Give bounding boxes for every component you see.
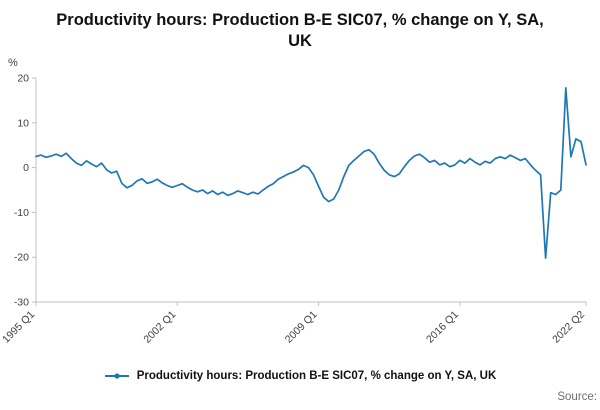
svg-text:2022 Q2: 2022 Q2: [550, 309, 587, 346]
chart-title: Productivity hours: Production B-E SIC07…: [56, 11, 544, 50]
legend-line-marker: [104, 373, 129, 379]
svg-text:10: 10: [17, 117, 29, 129]
svg-text:20: 20: [17, 73, 29, 85]
svg-text:-10: -10: [14, 207, 29, 219]
y-axis-unit-label: %: [8, 57, 18, 69]
chart-area: 20 10 0 -10 -20 -30 1995 Q1 2002 Q1 2009 Q1 2016 …: [0, 66, 600, 352]
svg-text:2009 Q1: 2009 Q1: [283, 309, 320, 346]
svg-text:1995 Q1: 1995 Q1: [0, 309, 37, 346]
svg-text:2016 Q1: 2016 Q1: [424, 309, 461, 346]
source-label: Source:: [557, 391, 597, 403]
legend: Productivity hours: Production B-E SIC07…: [0, 370, 600, 382]
svg-text:-20: -20: [14, 252, 29, 264]
svg-text:0: 0: [23, 162, 29, 174]
svg-text:2002 Q1: 2002 Q1: [141, 309, 178, 346]
legend-label: Productivity hours: Production B-E SIC07…: [136, 370, 497, 382]
svg-text:-30: -30: [14, 297, 29, 309]
